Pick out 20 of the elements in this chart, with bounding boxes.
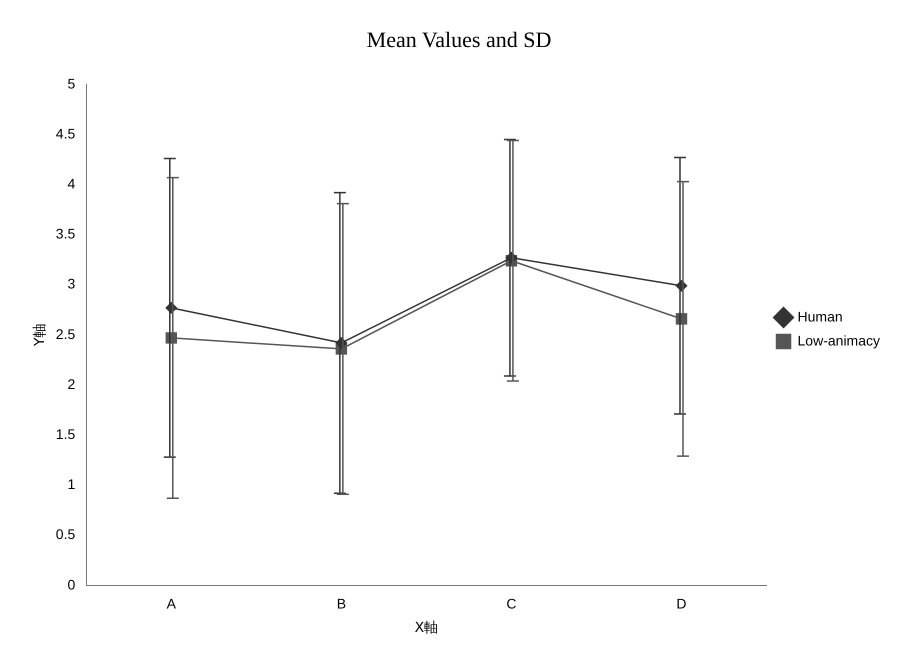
y-tick-label: 3.5 [56, 226, 76, 242]
x-axis-title: X軸 [414, 620, 438, 636]
x-tick-label: B [336, 596, 346, 612]
legend-label: Human [798, 308, 843, 324]
x-tick-label: D [676, 596, 687, 612]
y-tick-label: 4.5 [56, 125, 76, 142]
y-tick-label: 5 [67, 75, 76, 92]
y-tick-label: 4 [67, 175, 76, 192]
x-tick-label: A [166, 596, 177, 612]
y-tick-label: 0.5 [56, 526, 76, 542]
legend-label: Low-animacy [798, 332, 880, 348]
y-tick-label: 1.5 [56, 426, 76, 442]
y-tick-label: 0 [67, 576, 76, 592]
x-tick-label: C [506, 596, 516, 612]
y-tick-label: 2.5 [56, 326, 76, 342]
y-tick-label: 3 [67, 276, 76, 292]
y-tick-label: 1 [67, 476, 76, 492]
chart-title: Mean Values and SD [366, 26, 552, 52]
y-axis-title: Y軸 [32, 324, 48, 348]
y-tick-label: 2 [67, 376, 76, 392]
